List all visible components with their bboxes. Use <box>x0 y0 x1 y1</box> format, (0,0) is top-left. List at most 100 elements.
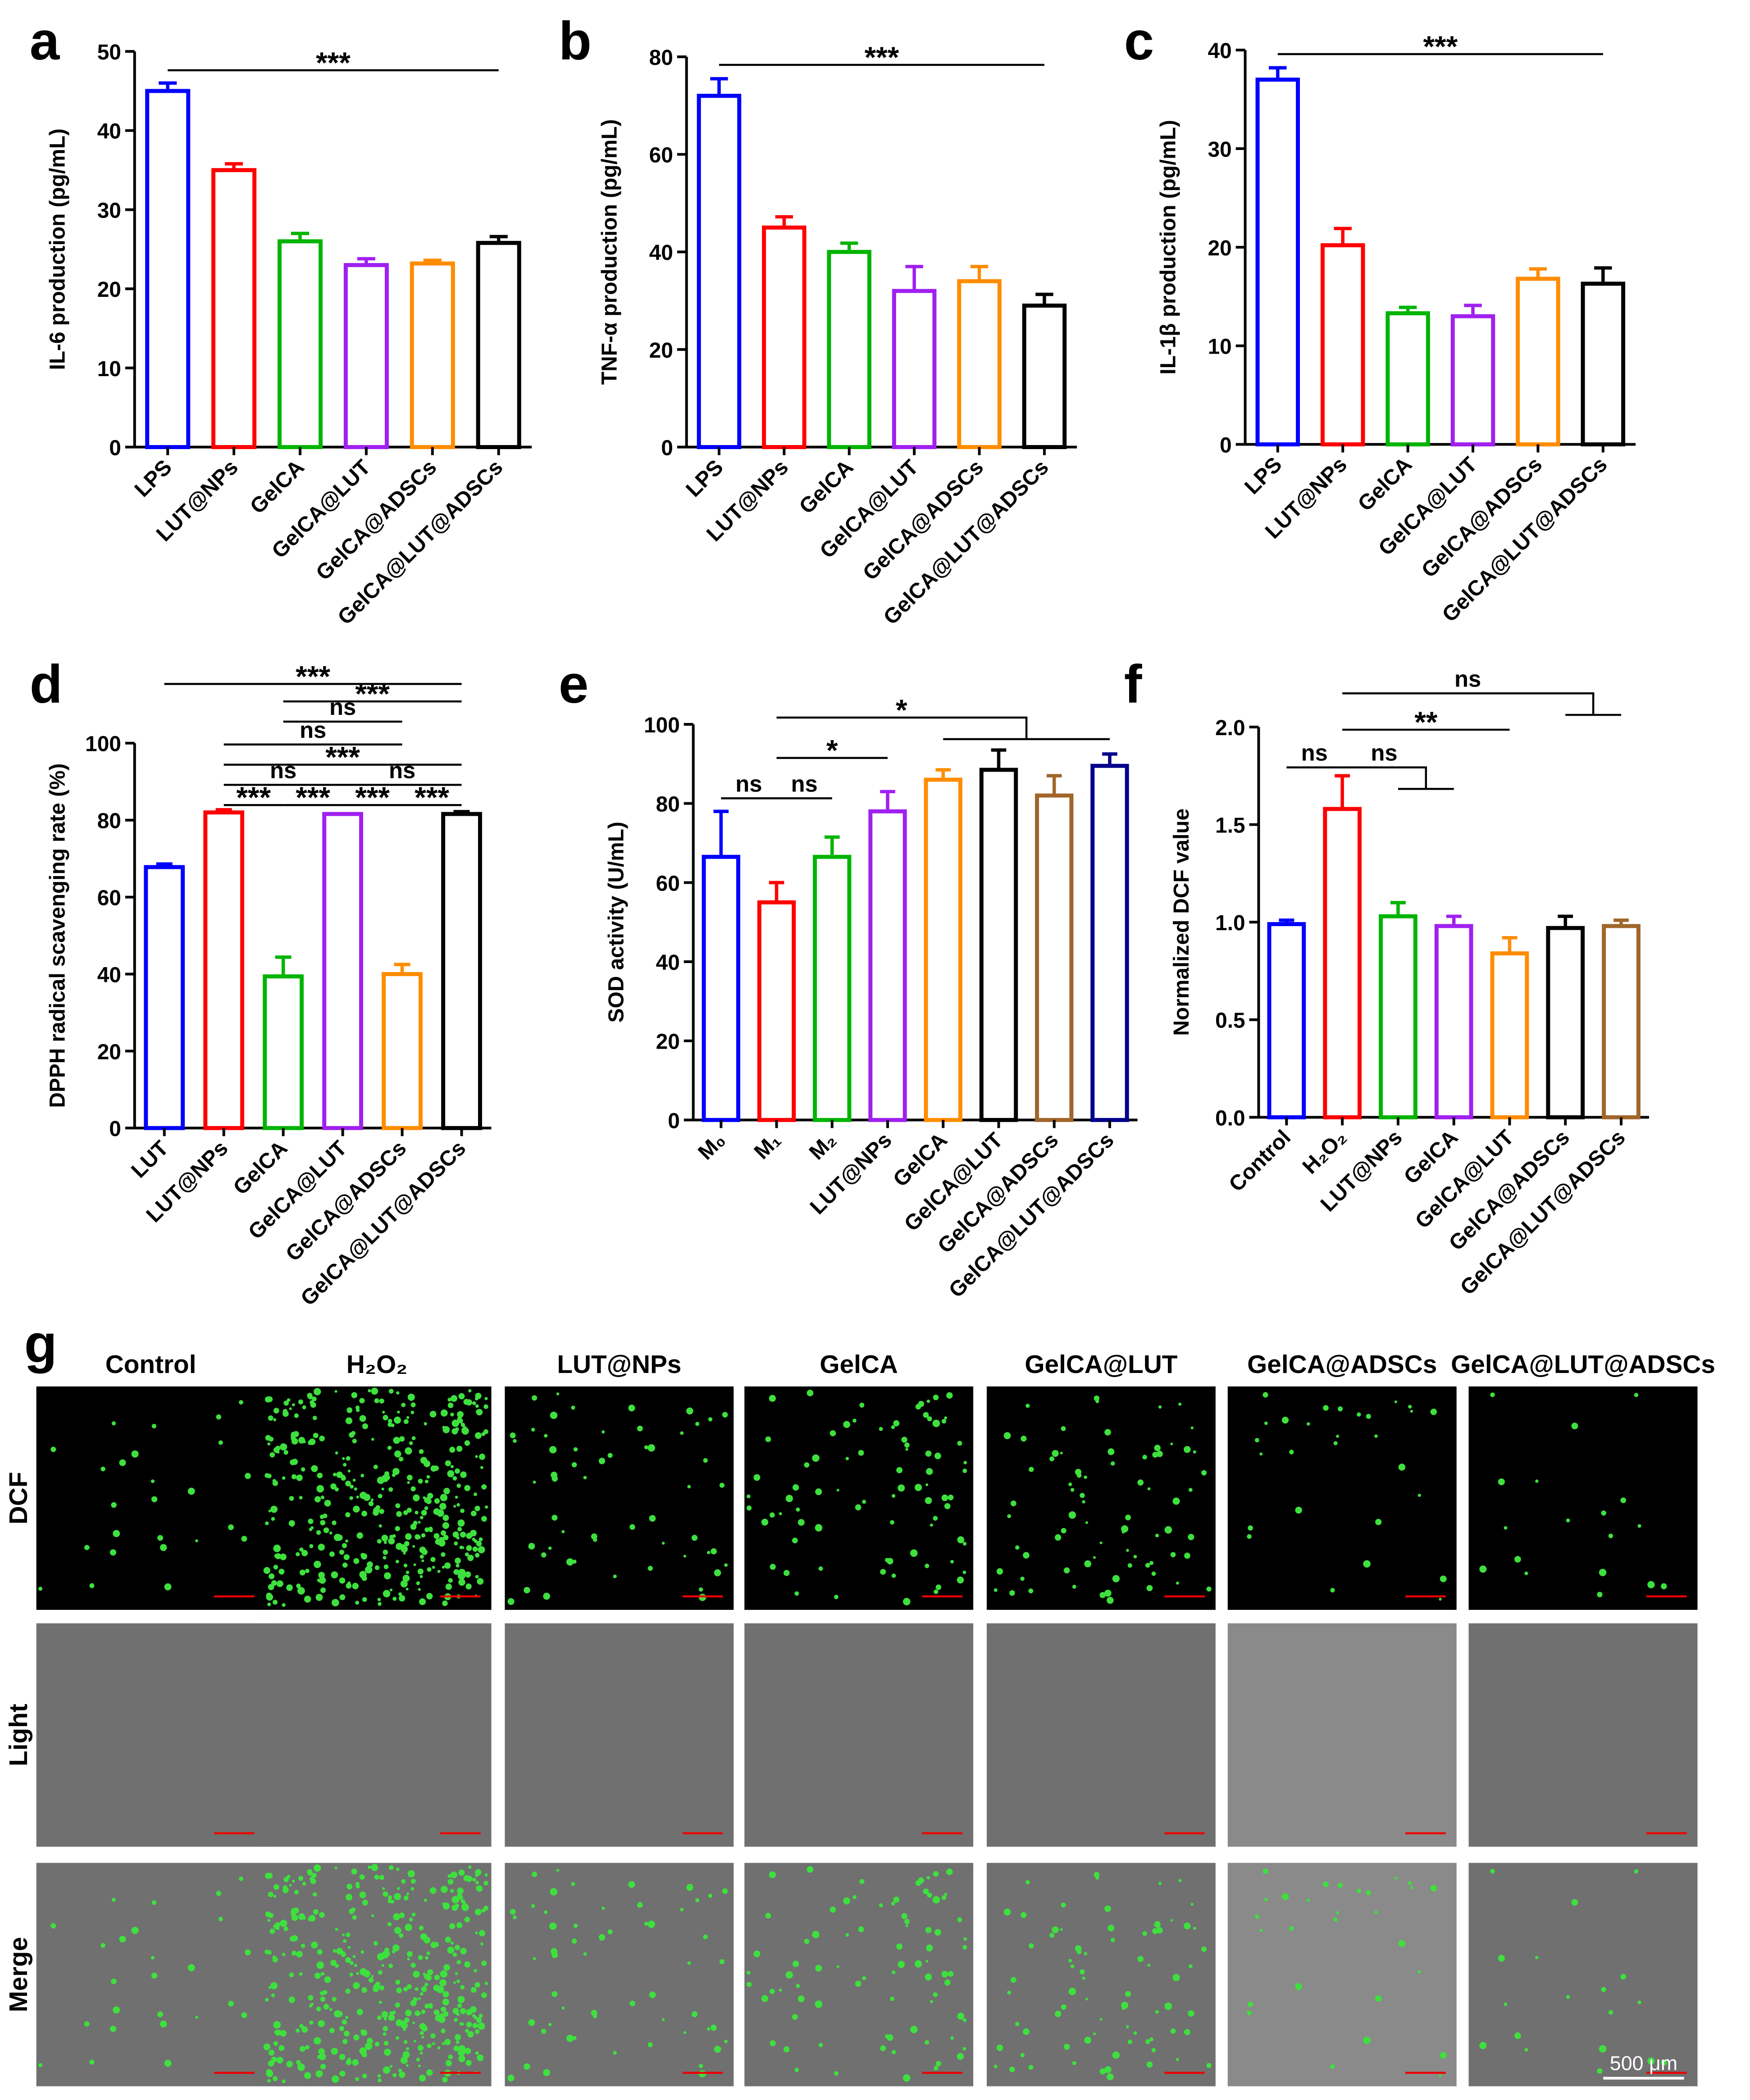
cell-fluorescence <box>695 1422 700 1426</box>
cell-fluorescence <box>330 1959 337 1966</box>
cell-fluorescence <box>269 1913 274 1918</box>
cell-fluorescence <box>289 1972 294 1977</box>
cell-fluorescence <box>263 2043 271 2050</box>
cell-fluorescence <box>905 1924 908 1927</box>
cell-fluorescence <box>1164 1526 1172 1534</box>
cell-fluorescence <box>923 1412 929 1418</box>
cell-fluorescence <box>421 2009 426 2014</box>
cell-fluorescence <box>345 1988 351 1994</box>
significance-label: *** <box>355 677 390 710</box>
cell-fluorescence <box>352 1478 356 1482</box>
cell-fluorescence <box>377 1598 381 1601</box>
cell-fluorescence <box>957 1917 962 1923</box>
cell-fluorescence <box>318 2020 325 2027</box>
bar <box>441 812 482 1130</box>
cell-fluorescence <box>424 1973 430 1980</box>
cell-fluorescence <box>644 1922 648 1926</box>
cell-fluorescence <box>316 1530 321 1535</box>
cell-fluorescence <box>910 1549 918 1557</box>
cell-fluorescence <box>430 2033 436 2039</box>
cell-fluorescence <box>383 1556 387 1560</box>
cell-fluorescence <box>455 1557 461 1564</box>
cell-fluorescence <box>443 2011 449 2017</box>
cell-fluorescence <box>265 1998 269 2002</box>
cell-fluorescence <box>451 1871 458 1878</box>
cell-fluorescence <box>433 2009 440 2015</box>
bar <box>211 168 257 449</box>
cell-fluorescence <box>1178 1879 1182 1882</box>
bar <box>979 768 1018 1122</box>
significance-label: *** <box>325 741 360 774</box>
cell-fluorescence <box>1620 1973 1627 1980</box>
cell-fluorescence <box>273 2021 281 2029</box>
cell-fluorescence <box>392 1944 400 1952</box>
cell-fluorescence <box>298 1876 303 1881</box>
cell-fluorescence <box>902 1598 911 1605</box>
cell-fluorescence <box>151 1496 158 1502</box>
cell-fluorescence <box>904 1918 910 1924</box>
cell-fluorescence <box>1133 1555 1137 1559</box>
cell-fluorescence <box>267 1602 271 1606</box>
error-bar <box>423 259 442 264</box>
cell-fluorescence <box>296 1583 301 1588</box>
cell-fluorescence <box>769 1395 776 1402</box>
cell-fluorescence <box>317 1949 323 1955</box>
cell-fluorescence <box>353 1505 360 1513</box>
cell-fluorescence <box>472 2023 478 2028</box>
cell-fluorescence <box>292 1879 295 1883</box>
cell-fluorescence <box>299 1569 305 1576</box>
cell-fluorescence <box>796 1507 800 1512</box>
cell-fluorescence <box>388 1865 394 1870</box>
cell-fluorescence <box>352 1438 357 1444</box>
cell-fluorescence <box>361 1575 367 1581</box>
cell-fluorescence <box>296 1951 303 1958</box>
cell-fluorescence <box>377 2074 381 2078</box>
cell-fluorescence <box>332 1520 337 1525</box>
cell-fluorescence <box>335 1451 338 1455</box>
y-tick-label: 100 <box>85 732 121 756</box>
micrograph <box>986 1623 1216 1847</box>
error-bar <box>394 963 410 974</box>
cell-fluorescence <box>1514 1556 1521 1563</box>
significance-label: ns <box>300 717 326 743</box>
cell-fluorescence <box>444 2039 451 2045</box>
cell-fluorescence <box>387 1445 392 1450</box>
cell-fluorescence <box>880 1568 886 1575</box>
cell-fluorescence <box>426 2069 433 2076</box>
cell-fluorescence <box>297 2063 305 2071</box>
cell-fluorescence <box>1009 2066 1015 2073</box>
cell-fluorescence <box>465 2048 471 2055</box>
cell-fluorescence <box>533 1957 536 1960</box>
cell-fluorescence <box>395 1979 401 1985</box>
significance-label: *** <box>296 660 330 693</box>
y-tick-label: 80 <box>97 809 121 833</box>
cell-fluorescence <box>1049 1932 1055 1938</box>
y-tick-label: 30 <box>97 199 121 223</box>
cell-fluorescence <box>458 1413 463 1418</box>
cell-fluorescence <box>765 1436 771 1442</box>
cell-fluorescence <box>1126 2025 1129 2028</box>
cell-fluorescence <box>1430 1885 1437 1892</box>
cell-fluorescence <box>1127 2039 1132 2044</box>
cell-fluorescence <box>439 1979 447 1986</box>
y-tick-label: 1.5 <box>1215 814 1245 837</box>
cell-fluorescence <box>288 1520 295 1527</box>
cell-fluorescence <box>1152 1451 1158 1458</box>
cell-fluorescence <box>442 2077 448 2083</box>
cell-fluorescence <box>113 1530 120 1537</box>
cell-fluorescence <box>930 2000 933 2003</box>
cell-fluorescence <box>1374 1434 1378 1438</box>
cell-fluorescence <box>714 2045 721 2053</box>
cell-fluorescence <box>265 1521 269 1525</box>
error-bar <box>215 808 232 813</box>
cell-fluorescence <box>263 1567 271 1574</box>
cell-fluorescence <box>329 1551 335 1557</box>
cell-fluorescence <box>349 1496 353 1500</box>
cell-fluorescence <box>484 1873 488 1877</box>
cell-fluorescence <box>418 1521 421 1524</box>
cell-fluorescence <box>131 1450 139 1458</box>
cell-fluorescence <box>291 1914 298 1921</box>
cell-fluorescence <box>1145 1563 1150 1568</box>
cell-fluorescence <box>365 1566 373 1574</box>
cell-fluorescence <box>1061 1528 1066 1534</box>
